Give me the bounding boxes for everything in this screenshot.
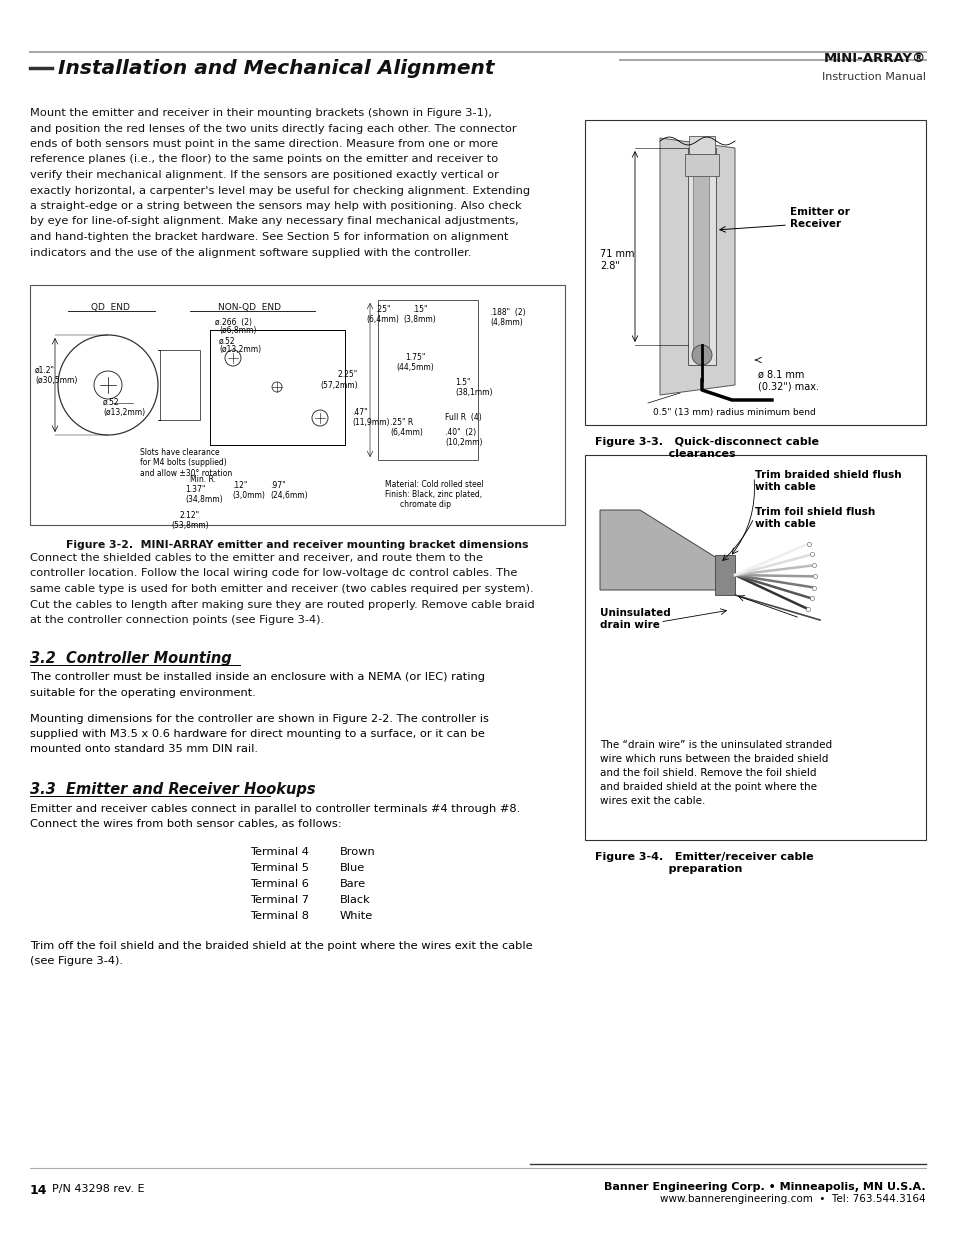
Text: 71 mm
2.8": 71 mm 2.8" bbox=[599, 249, 634, 270]
Text: Trim off the foil shield and the braided shield at the point where the wires exi: Trim off the foil shield and the braided… bbox=[30, 941, 532, 951]
Text: mounted onto standard 35 mm DIN rail.: mounted onto standard 35 mm DIN rail. bbox=[30, 745, 257, 755]
Text: at the controller connection points (see Figure 3-4).: at the controller connection points (see… bbox=[30, 615, 324, 625]
Bar bbox=[30, 285, 564, 525]
Text: 3.2  Controller Mounting: 3.2 Controller Mounting bbox=[30, 651, 232, 666]
Text: Material: Cold rolled steel: Material: Cold rolled steel bbox=[385, 480, 483, 489]
Bar bbox=[687, 148, 716, 366]
Text: Cut the cables to length after making sure they are routed properly. Remove cabl: Cut the cables to length after making su… bbox=[30, 599, 535, 610]
Text: a straight-edge or a string between the sensors may help with positioning. Also : a straight-edge or a string between the … bbox=[30, 201, 521, 211]
Text: Terminal 4: Terminal 4 bbox=[250, 847, 309, 857]
Text: .25" R
(6,4mm): .25" R (6,4mm) bbox=[390, 417, 422, 437]
Text: Figure 3-4.   Emitter/receiver cable: Figure 3-4. Emitter/receiver cable bbox=[595, 852, 813, 862]
Text: Terminal 5: Terminal 5 bbox=[250, 863, 309, 873]
Circle shape bbox=[691, 345, 711, 366]
Text: 0.5" (13 mm) radius minimum bend: 0.5" (13 mm) radius minimum bend bbox=[652, 408, 815, 417]
Text: .47"
(11,9mm): .47" (11,9mm) bbox=[352, 408, 389, 427]
Text: ø.266  (2): ø.266 (2) bbox=[214, 317, 252, 327]
Text: .97"
(24,6mm): .97" (24,6mm) bbox=[270, 480, 307, 500]
Text: Banner Engineering Corp. • Minneapolis, MN U.S.A.: Banner Engineering Corp. • Minneapolis, … bbox=[604, 1182, 925, 1192]
Text: preparation: preparation bbox=[595, 864, 741, 874]
Text: ends of both sensors must point in the same direction. Measure from one or more: ends of both sensors must point in the s… bbox=[30, 140, 497, 149]
Text: Slots have clearance
for M4 bolts (supplied)
and allow ±30° rotation: Slots have clearance for M4 bolts (suppl… bbox=[140, 448, 232, 478]
Text: Bare: Bare bbox=[339, 879, 366, 889]
Text: controller location. Follow the local wiring code for low-voltage dc control cab: controller location. Follow the local wi… bbox=[30, 568, 517, 578]
Text: Connect the shielded cables to the emitter and receiver, and route them to the: Connect the shielded cables to the emitt… bbox=[30, 553, 482, 563]
Text: The “drain wire” is the uninsulated stranded: The “drain wire” is the uninsulated stra… bbox=[599, 740, 831, 750]
Text: Blue: Blue bbox=[339, 863, 365, 873]
Text: by eye for line-of-sight alignment. Make any necessary final mechanical adjustme: by eye for line-of-sight alignment. Make… bbox=[30, 216, 518, 226]
Text: chromate dip: chromate dip bbox=[399, 500, 451, 509]
Text: .40"  (2)
(10,2mm): .40" (2) (10,2mm) bbox=[444, 429, 482, 447]
Text: reference planes (i.e., the floor) to the same points on the emitter and receive: reference planes (i.e., the floor) to th… bbox=[30, 154, 497, 164]
Text: (see Figure 3-4).: (see Figure 3-4). bbox=[30, 956, 123, 967]
Text: 1.5"
(38,1mm): 1.5" (38,1mm) bbox=[455, 378, 492, 398]
Bar bbox=[377, 300, 477, 459]
Text: ø.52: ø.52 bbox=[219, 337, 235, 346]
Text: (ø6,8mm): (ø6,8mm) bbox=[219, 326, 256, 335]
Text: The controller must be installed inside an enclosure with a NEMA (or IEC) rating: The controller must be installed inside … bbox=[30, 673, 484, 683]
Text: Figure 3-3.   Quick-disconnect cable: Figure 3-3. Quick-disconnect cable bbox=[595, 437, 818, 447]
Bar bbox=[692, 153, 708, 359]
Text: Brown: Brown bbox=[339, 847, 375, 857]
Text: supplied with M3.5 x 0.6 hardware for direct mounting to a surface, or it can be: supplied with M3.5 x 0.6 hardware for di… bbox=[30, 729, 484, 739]
Text: and position the red lenses of the two units directly facing each other. The con: and position the red lenses of the two u… bbox=[30, 124, 517, 133]
Text: Connect the wires from both sensor cables, as follows:: Connect the wires from both sensor cable… bbox=[30, 820, 341, 830]
Text: and hand-tighten the bracket hardware. See Section 5 for information on alignmen: and hand-tighten the bracket hardware. S… bbox=[30, 232, 508, 242]
Text: Black: Black bbox=[339, 895, 371, 905]
Text: Terminal 6: Terminal 6 bbox=[250, 879, 309, 889]
Text: .12"
(3,0mm): .12" (3,0mm) bbox=[232, 480, 265, 500]
Text: Instruction Manual: Instruction Manual bbox=[821, 72, 925, 82]
Text: Figure 3-2.  MINI-ARRAY emitter and receiver mounting bracket dimensions: Figure 3-2. MINI-ARRAY emitter and recei… bbox=[66, 540, 528, 550]
Bar bbox=[160, 350, 200, 420]
Bar bbox=[688, 136, 714, 154]
Text: and braided shield at the point where the: and braided shield at the point where th… bbox=[599, 782, 816, 792]
Text: .25"
(6,4mm): .25" (6,4mm) bbox=[366, 305, 399, 325]
Text: wire which runs between the braided shield: wire which runs between the braided shie… bbox=[599, 755, 827, 764]
Text: and the foil shield. Remove the foil shield: and the foil shield. Remove the foil shi… bbox=[599, 768, 816, 778]
Text: suitable for the operating environment.: suitable for the operating environment. bbox=[30, 688, 255, 698]
Text: same cable type is used for both emitter and receiver (two cables required per s: same cable type is used for both emitter… bbox=[30, 584, 533, 594]
Text: verify their mechanical alignment. If the sensors are positioned exactly vertica: verify their mechanical alignment. If th… bbox=[30, 170, 498, 180]
Polygon shape bbox=[714, 555, 734, 595]
Text: .15"
(3,8mm): .15" (3,8mm) bbox=[403, 305, 436, 325]
Text: wires exit the cable.: wires exit the cable. bbox=[599, 797, 704, 806]
Text: ø 8.1 mm
(0.32") max.: ø 8.1 mm (0.32") max. bbox=[758, 370, 818, 391]
Bar bbox=[584, 120, 925, 425]
Text: exactly horizontal, a carpenter's level may be useful for checking alignment. Ex: exactly horizontal, a carpenter's level … bbox=[30, 185, 530, 195]
Text: P/N 43298 rev. E: P/N 43298 rev. E bbox=[52, 1184, 144, 1194]
Polygon shape bbox=[659, 138, 734, 395]
Text: 1.75"
(44,5mm): 1.75" (44,5mm) bbox=[395, 353, 434, 373]
Text: Emitter or
Receiver: Emitter or Receiver bbox=[789, 207, 849, 228]
Text: White: White bbox=[339, 911, 373, 921]
Text: 14: 14 bbox=[30, 1184, 48, 1197]
Text: 3.3  Emitter and Receiver Hookups: 3.3 Emitter and Receiver Hookups bbox=[30, 782, 315, 797]
Text: Emitter and receiver cables connect in parallel to controller terminals #4 throu: Emitter and receiver cables connect in p… bbox=[30, 804, 519, 814]
Text: ø.52
(ø13,2mm): ø.52 (ø13,2mm) bbox=[103, 398, 145, 416]
Text: Finish: Black, zinc plated,: Finish: Black, zinc plated, bbox=[385, 490, 481, 499]
Text: indicators and the use of the alignment software supplied with the controller.: indicators and the use of the alignment … bbox=[30, 247, 471, 258]
Text: QD  END: QD END bbox=[91, 303, 130, 312]
Text: Trim foil shield flush
with cable: Trim foil shield flush with cable bbox=[754, 508, 874, 529]
Bar bbox=[584, 454, 925, 840]
Text: Full R  (4): Full R (4) bbox=[444, 412, 481, 422]
Polygon shape bbox=[599, 510, 720, 590]
Text: ø1.2"
(ø30,5mm): ø1.2" (ø30,5mm) bbox=[35, 366, 77, 384]
Text: Trim braided shield flush
with cable: Trim braided shield flush with cable bbox=[754, 471, 901, 492]
Text: (ø13,2mm): (ø13,2mm) bbox=[219, 345, 261, 354]
Text: 2.25"
(57,2mm): 2.25" (57,2mm) bbox=[320, 370, 357, 390]
Text: MINI-ARRAY®: MINI-ARRAY® bbox=[822, 52, 925, 65]
Text: .188"  (2)
(4,8mm): .188" (2) (4,8mm) bbox=[490, 308, 525, 327]
Text: Mount the emitter and receiver in their mounting brackets (shown in Figure 3-1),: Mount the emitter and receiver in their … bbox=[30, 107, 492, 119]
Text: 2.12"
(53,8mm): 2.12" (53,8mm) bbox=[171, 511, 209, 530]
Text: clearances: clearances bbox=[595, 450, 735, 459]
Text: NON-QD  END: NON-QD END bbox=[218, 303, 281, 312]
Text: Min. R.: Min. R. bbox=[190, 475, 215, 484]
Text: Terminal 7: Terminal 7 bbox=[250, 895, 309, 905]
Text: 1.37"
(34,8mm): 1.37" (34,8mm) bbox=[185, 485, 222, 504]
Text: Mounting dimensions for the controller are shown in Figure 2-2. The controller i: Mounting dimensions for the controller a… bbox=[30, 714, 488, 724]
Text: www.bannerengineering.com  •  Tel: 763.544.3164: www.bannerengineering.com • Tel: 763.544… bbox=[659, 1194, 925, 1204]
Bar bbox=[684, 154, 719, 177]
Text: Terminal 8: Terminal 8 bbox=[250, 911, 309, 921]
Text: Installation and Mechanical Alignment: Installation and Mechanical Alignment bbox=[58, 58, 494, 78]
Text: Uninsulated
drain wire: Uninsulated drain wire bbox=[599, 608, 670, 630]
